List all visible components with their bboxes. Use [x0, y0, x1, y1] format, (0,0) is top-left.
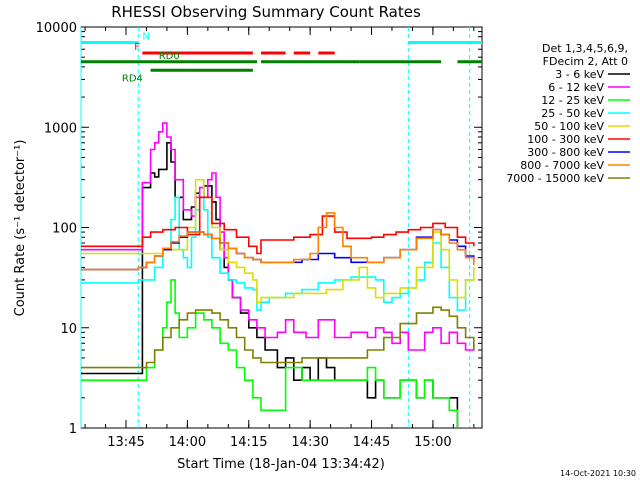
y-tick-label: 100 [52, 222, 77, 237]
legend-entry-label: 300 - 800 keV [527, 146, 604, 159]
legend-entry-label: 800 - 7000 keV [520, 159, 604, 172]
y-tick-label: 1 [69, 422, 77, 437]
series-line [81, 279, 474, 428]
series-line [81, 122, 475, 351]
x-tick-label: 14:00 [169, 435, 206, 450]
x-tick-label: 13:45 [107, 435, 144, 450]
flag-label: F [134, 42, 140, 53]
series-line [81, 212, 475, 271]
x-axis: 13:45 14:00 14:15 14:30 14:45 15:00 [84, 27, 475, 450]
x-tick-label: 14:30 [291, 435, 328, 450]
y-axis-label: Count Rate (s⁻¹ detector⁻¹) [13, 140, 28, 317]
x-tick-label: 14:45 [353, 435, 390, 450]
legend: Det 1,3,4,5,6,9,FDecim 2, Att 03 - 6 keV… [506, 42, 630, 185]
flag-label: N [142, 32, 149, 43]
legend-entry-label: 6 - 12 keV [548, 81, 604, 94]
flag-label: RD0 [159, 51, 180, 62]
series-line [81, 306, 475, 369]
flag-bars: NF RD0 RD4 [81, 32, 482, 84]
legend-entry-label: 50 - 100 keV [534, 120, 604, 133]
y-tick-label: 10 [60, 322, 77, 337]
x-tick-label: 15:00 [414, 435, 451, 450]
x-tick-label: 14:15 [230, 435, 267, 450]
y-tick-label: 10000 [36, 21, 77, 36]
legend-entry-label: 12 - 25 keV [541, 94, 604, 107]
legend-entry-label: 100 - 300 keV [527, 133, 604, 146]
legend-entry-label: 25 - 50 keV [541, 107, 604, 120]
series-line [81, 142, 474, 428]
flag-label: RD4 [122, 73, 143, 84]
legend-header: FDecim 2, Att 0 [543, 55, 628, 68]
legend-header: Det 1,3,4,5,6,9, [542, 42, 628, 55]
legend-entry-label: 3 - 6 keV [555, 68, 604, 81]
vertical-markers [80, 27, 471, 428]
series-line [81, 178, 475, 303]
series-group [81, 122, 475, 428]
series-line [81, 196, 475, 255]
x-axis-label: Start Time (18-Jan-04 13:34:42) [177, 457, 385, 472]
footer-stamp: 14-Oct-2021 10:30 [560, 469, 636, 478]
y-tick-label: 1000 [44, 121, 77, 136]
legend-entry-label: 7000 - 15000 keV [506, 172, 604, 185]
chart-title: RHESSI Observing Summary Count Rates [111, 3, 421, 21]
